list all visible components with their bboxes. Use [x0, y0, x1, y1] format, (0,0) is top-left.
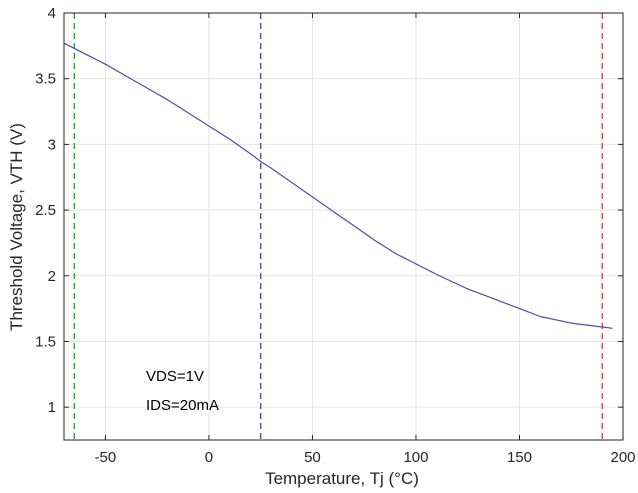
y-tick-label: 1: [48, 399, 56, 416]
x-tick-label: 150: [507, 449, 532, 466]
y-tick-label: 3: [48, 136, 56, 153]
vth-curve: [63, 42, 613, 329]
x-tick-label: 50: [304, 449, 321, 466]
x-axis-label: Temperature, Tj (°C): [265, 469, 419, 488]
annotation-vds: VDS=1V: [146, 368, 204, 385]
series-layer: [63, 42, 613, 329]
x-tick-label: 0: [205, 449, 213, 466]
plot-area-frame: [63, 12, 624, 441]
y-tick-label: 3.5: [35, 71, 56, 88]
annotation-ids: IDS=20mA: [146, 397, 219, 414]
axis-ticks: -50 0 50 100 150 200 1 1.5 2 2.5 3 3.5 4: [35, 5, 635, 466]
y-tick-label: 2.5: [35, 202, 56, 219]
y-tick-label: 1.5: [35, 333, 56, 350]
y-tick-label: 2: [48, 268, 56, 285]
y-tick-label: 4: [48, 5, 56, 22]
reference-lines: [73, 13, 603, 440]
x-tick-label: -50: [95, 449, 117, 466]
x-tick-label: 200: [610, 449, 635, 466]
y-axis-label: Threshold Voltage, VTH (V): [7, 123, 26, 331]
x-tick-label: 100: [403, 449, 428, 466]
